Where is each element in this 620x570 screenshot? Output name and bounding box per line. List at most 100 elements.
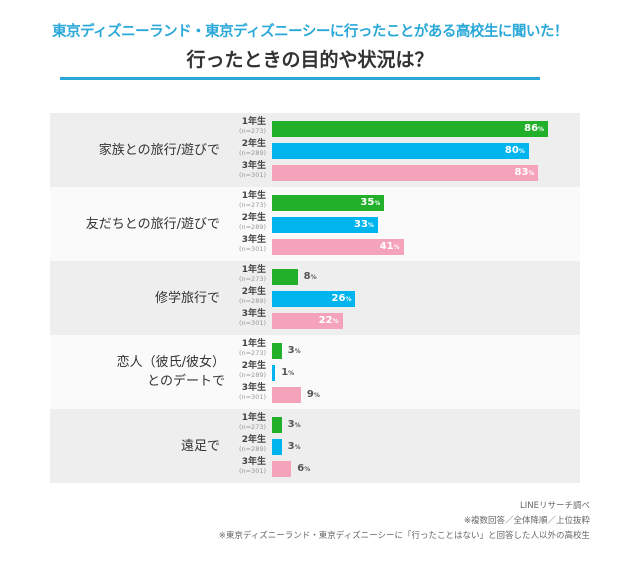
- category-label: 友だちとの旅行/遊びで: [85, 216, 220, 232]
- series-name: 3年生: [241, 235, 266, 245]
- value-label: 83%: [514, 167, 535, 178]
- category-label: 修学旅行で: [154, 290, 220, 306]
- category-label: 家族との旅行/遊びで: [98, 142, 220, 158]
- bar: [272, 387, 301, 403]
- series-label: 1年生 (n=273): [238, 117, 266, 136]
- series-label: 3年生 (n=301): [238, 310, 266, 328]
- bar-row: 3年生 (n=301) 6%: [50, 458, 580, 480]
- series-n: (n=301): [238, 319, 266, 327]
- series-label: 1年生 (n=273): [238, 339, 266, 358]
- series-label: 3年生 (n=301): [238, 161, 266, 180]
- category-group: 修学旅行で 1年生 (n=273) 8% 2年生 (n=289) 26% 3年生 (n=301)…: [50, 261, 580, 335]
- series-label: 1年生 (n=273): [238, 266, 266, 284]
- method-note: ※複数回答／全体降順／上位抜粋: [463, 516, 590, 526]
- bar-row: 1年生 (n=273) 35%: [50, 192, 580, 214]
- series-label: 3年生 (n=301): [238, 383, 266, 402]
- value-label: 6%: [297, 463, 311, 474]
- bar-row: 2年生 (n=289) 1%: [50, 362, 580, 384]
- series-name: 1年生: [241, 339, 266, 349]
- series-n: (n=273): [238, 201, 266, 209]
- bar-row: 1年生 (n=273) 8%: [50, 266, 580, 288]
- series-n: (n=301): [238, 171, 266, 179]
- bar: [272, 143, 529, 159]
- series-name: 2年生: [241, 361, 266, 371]
- category-group: 友だちとの旅行/遊びで 1年生 (n=273) 35% 2年生 (n=289) 33% 3年生…: [50, 187, 580, 261]
- series-n: (n=289): [238, 149, 266, 157]
- series-name: 2年生: [241, 287, 266, 297]
- category-label: 恋人（彼氏/彼女）とのデートで: [116, 355, 225, 389]
- series-label: 1年生 (n=273): [238, 191, 266, 210]
- bar-row: 1年生 (n=273) 3%: [50, 340, 580, 362]
- series-name: 1年生: [241, 191, 266, 201]
- series-n: (n=289): [238, 223, 266, 231]
- series-name: 2年生: [241, 435, 266, 445]
- bar-row: 2年生 (n=289) 33%: [50, 214, 580, 236]
- series-name: 2年生: [241, 139, 266, 149]
- series-label: 3年生 (n=301): [238, 457, 266, 476]
- series-n: (n=289): [238, 445, 266, 453]
- series-label: 2年生 (n=289): [239, 287, 266, 306]
- bar-row: 3年生 (n=301) 22%: [50, 310, 580, 332]
- bar-row: 3年生 (n=301) 9%: [50, 384, 580, 406]
- series-name: 3年生: [241, 457, 266, 467]
- series-name: 1年生: [241, 117, 266, 127]
- bar: [272, 343, 282, 359]
- footnotes: LINEリサーチ調べ ※複数回答／全体降順／上位抜粋 ※東京ディズニーランド・東…: [219, 499, 590, 544]
- series-name: 1年生: [241, 413, 266, 423]
- chart-title: 行ったときの目的や状況は？: [186, 49, 434, 71]
- value-label: 41%: [379, 241, 400, 252]
- value-label: 3%: [287, 419, 301, 430]
- bar: [272, 195, 385, 211]
- value-label: 3%: [287, 345, 301, 356]
- series-label: 3年生 (n=301): [238, 235, 266, 254]
- title-divider: [60, 77, 540, 80]
- value-label: 35%: [360, 197, 381, 208]
- series-label: 2年生 (n=289): [238, 213, 266, 232]
- category-group: 家族との旅行/遊びで 1年生 (n=273) 86% 2年生 (n=289) 80% 3年生(…: [50, 113, 580, 187]
- chart-supertitle: 東京ディズニーランド・東京ディズニーシーに行ったことがある高校生に聞いた！: [52, 24, 568, 40]
- series-label: 2年生 (n=289): [238, 361, 266, 380]
- value-label: 33%: [353, 219, 374, 230]
- series-name: 3年生: [241, 383, 266, 393]
- bar-chart: 家族との旅行/遊びで 1年生 (n=273) 86% 2年生 (n=289) 80% 3年生(…: [50, 113, 580, 483]
- series-n: (n=289): [238, 371, 266, 379]
- bar: [272, 461, 292, 477]
- bar: [272, 313, 343, 329]
- series-n: (n=301): [238, 245, 266, 253]
- bar-row: 1年生 (n=273) 3%: [50, 414, 580, 436]
- bar: [272, 165, 539, 181]
- target-note: ※東京ディズニーランド・東京ディズニーシーに「行ったことはない」と回答した人以外…: [218, 531, 590, 541]
- bar-row: 2年生 (n=289) 3%: [50, 436, 580, 458]
- series-name: 3年生: [241, 161, 266, 171]
- series-n: (n=301): [238, 467, 266, 475]
- series-label: 1年生 (n=273): [238, 413, 266, 432]
- bar-row: 2年生 (n=289) 80%: [50, 140, 580, 162]
- value-label: 9%: [306, 389, 320, 400]
- category-label: 遠足で: [180, 438, 220, 454]
- series-n: (n=273): [238, 275, 266, 283]
- category-group: 恋人（彼氏/彼女）とのデートで 1年生 (n=273) 3% 2年生 (n=289) 1% 3…: [50, 335, 580, 409]
- bar-row: 2年生 (n=289) 26%: [50, 288, 580, 310]
- series-n: (n=273): [238, 127, 266, 135]
- bar: [272, 417, 282, 433]
- category-group: 遠足で 1年生 (n=273) 3% 2年生 (n=289) 3% 3年生 (n=301) 6%: [50, 409, 580, 483]
- series-n: (n=273): [238, 423, 266, 431]
- value-label: 1%: [281, 367, 295, 378]
- bar: [272, 239, 404, 255]
- bar: [272, 291, 356, 307]
- series-n: (n=301): [238, 393, 266, 401]
- source-note: LINEリサーチ調べ: [520, 501, 590, 511]
- bar: [272, 217, 378, 233]
- value-label: 80%: [504, 145, 525, 156]
- series-name: 2年生: [241, 213, 266, 223]
- bar: [272, 121, 549, 137]
- bar-row: 1年生 (n=273) 86%: [50, 118, 580, 140]
- series-label: 2年生 (n=289): [238, 435, 266, 454]
- value-label: 22%: [318, 315, 339, 326]
- value-label: 8%: [303, 271, 317, 282]
- bar: [272, 365, 276, 381]
- series-label: 2年生 (n=289): [238, 139, 266, 158]
- series-n: (n=273): [238, 349, 266, 357]
- value-label: 3%: [287, 441, 301, 452]
- bar-row: 3年生 (n=301) 83%: [50, 162, 580, 184]
